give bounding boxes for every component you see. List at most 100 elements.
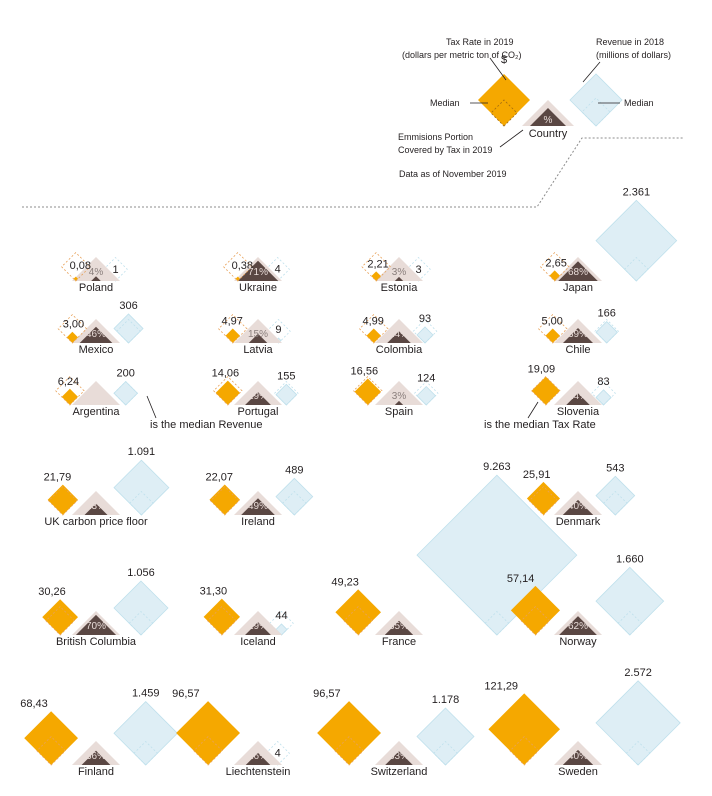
legend-leader-3 [582,61,601,83]
coverage-value: 3% [392,267,407,278]
country-name: Japan [563,282,593,294]
tax-diamond [317,701,381,765]
revenue-value: 124 [417,373,435,385]
coverage-triangle [237,260,279,281]
tax-diamond [526,481,560,515]
coverage-value: 3% [392,391,407,402]
legend-cov-label-1: Emmisions Portion [398,132,473,142]
country-name: Colombia [376,344,423,356]
revenue-value: 1.660 [616,553,644,565]
revenue-median-outline [413,380,439,406]
tax-value: 121,29 [484,680,518,692]
tax-value: 4,99 [362,315,383,327]
revenue-median-outline [625,740,651,766]
revenue-median-outline [406,256,431,282]
revenue-value: 166 [598,308,616,320]
country-name: Ireland [241,516,275,528]
legend-tax-label-1: Tax Rate in 2019 [446,37,514,47]
revenue-median-outline [617,610,643,636]
cell-mexico: 3,00 306 46% Mexico [57,300,144,356]
country-name: Ukraine [239,282,277,294]
coverage-triangle [562,499,594,515]
coverage-value: 29% [248,621,268,632]
revenue-diamond [416,474,578,636]
cell-sweden: 121,29 2.572 40% Sweden [484,667,681,778]
coverage-triangle [245,752,271,765]
revenue-median-outline [265,740,290,766]
legend-revenue-diamond [569,73,623,127]
revenue-diamond [275,477,314,516]
coverage-triangle [562,749,594,765]
coverage-triangle [384,620,414,635]
tax-diamond [47,484,78,515]
tax-diamond [24,711,78,765]
coverage-triangle [241,498,275,515]
tax-median-outline [539,252,570,282]
tax-value: 19,09 [528,364,556,376]
median-tax-note: is the median Tax Rate [484,419,596,431]
coverage-triangle [387,331,411,343]
revenue-value: 44 [275,610,287,622]
legend-tax-symbol: $ [501,54,507,66]
tax-median-outline [531,376,561,406]
tax-median-outline [358,314,389,344]
legend-leader-4 [499,129,524,148]
tax-median-outline [537,314,568,344]
coverage-value: 33% [389,751,409,762]
revenue-median-outline [274,380,299,406]
tax-median-outline [343,606,373,636]
tax-value: 30,26 [38,586,66,598]
median-annotations: is the median Revenue is the median Tax … [146,395,596,431]
cell-british-columbia: 30,26 1.056 70% British Columbia [38,567,169,648]
coverage-background [72,257,120,281]
legend-tax-label-2: (dollars per metric ton of CO₂) [402,50,522,60]
revenue-median-outline [591,380,616,406]
cell-france: 49,23 9.263 35% France [331,461,578,648]
revenue-diamond [113,580,169,636]
divider-rule [22,137,684,208]
tax-median-outline [45,606,75,636]
revenue-median-outline [113,380,139,406]
revenue-value: 200 [117,368,135,380]
revenue-diamond [416,707,475,766]
tax-median-outline [61,252,91,282]
cell-ireland: 22,07 489 49% Ireland [205,464,314,528]
revenue-value: 83 [597,376,609,388]
tax-value: 0,08 [70,260,91,272]
country-name: Mexico [79,344,114,356]
coverage-value: 29% [248,391,268,402]
revenue-value: 93 [419,313,431,325]
cell-japan: 2,65 2.361 68% Japan [539,186,678,294]
revenue-value: 9.263 [483,461,511,473]
country-name: UK carbon price floor [44,516,148,528]
coverage-value: 39% [568,329,588,340]
coverage-value: 23% [86,501,106,512]
tax-value: 25,91 [523,469,551,481]
coverage-value: 46% [86,329,106,340]
coverage-background [375,319,423,343]
revenue-value: 3 [415,264,421,276]
revenue-value: 1.459 [132,688,160,700]
coverage-triangle [79,326,113,343]
coverage-triangle [558,261,598,281]
revenue-value: 2.572 [624,667,652,679]
tax-value: 16,56 [351,366,379,378]
tax-median-outline [209,486,240,516]
tax-value: 49,23 [331,576,359,588]
country-name: Norway [559,636,597,648]
country-name: Iceland [240,636,275,648]
legend-revenue-median [581,97,611,127]
tax-diamond [225,328,240,343]
coverage-value: 70% [86,621,106,632]
coverage-triangle [91,276,101,281]
legend-coverage-triangle [530,108,566,126]
legend-pct-symbol: % [544,115,553,126]
tax-median-outline [361,252,391,282]
coverage-value: 26% [248,751,268,762]
revenue-median-outline [266,318,291,344]
tax-value: 5,00 [541,315,562,327]
tax-diamond [531,376,560,405]
country-name: Poland [79,282,113,294]
